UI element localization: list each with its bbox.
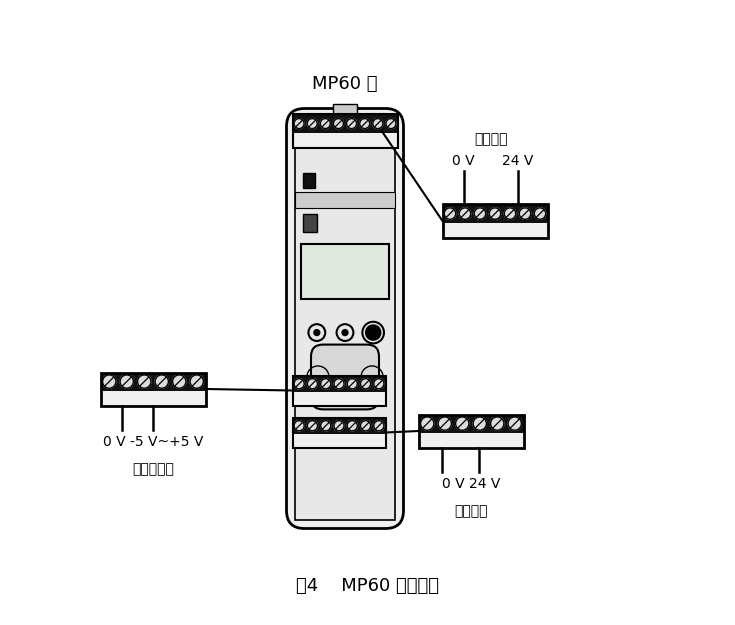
Circle shape <box>294 379 304 389</box>
Bar <box>295 125 395 520</box>
Bar <box>442 204 548 222</box>
Bar <box>293 434 385 447</box>
Bar <box>295 192 395 208</box>
Circle shape <box>314 329 320 336</box>
Circle shape <box>155 375 168 388</box>
Circle shape <box>374 421 384 431</box>
Circle shape <box>320 119 330 129</box>
Text: 0 V -5 V~+5 V: 0 V -5 V~+5 V <box>103 436 203 449</box>
Circle shape <box>473 417 487 430</box>
Bar <box>418 432 523 447</box>
Circle shape <box>307 379 318 389</box>
Text: 输入电压: 输入电压 <box>474 132 508 146</box>
Circle shape <box>444 208 456 219</box>
Text: 图4    MP60 乙的接线: 图4 MP60 乙的接线 <box>296 576 439 594</box>
Circle shape <box>347 119 356 129</box>
Bar <box>333 104 357 114</box>
Circle shape <box>490 417 504 430</box>
Circle shape <box>520 208 531 219</box>
Circle shape <box>320 421 331 431</box>
Circle shape <box>373 119 383 129</box>
Circle shape <box>361 421 370 431</box>
Circle shape <box>365 325 381 340</box>
Circle shape <box>374 379 384 389</box>
Circle shape <box>120 375 133 388</box>
Circle shape <box>508 417 521 430</box>
Bar <box>293 114 398 132</box>
Circle shape <box>320 379 331 389</box>
Circle shape <box>438 417 451 430</box>
Bar <box>418 414 523 432</box>
Circle shape <box>456 417 469 430</box>
Text: 输入电压: 输入电压 <box>454 504 488 519</box>
Circle shape <box>359 119 370 129</box>
FancyBboxPatch shape <box>287 109 404 529</box>
Text: 模拟量输出: 模拟量输出 <box>132 462 174 476</box>
Circle shape <box>294 119 304 129</box>
Bar <box>442 222 548 238</box>
Circle shape <box>190 375 204 388</box>
Circle shape <box>474 208 486 219</box>
Bar <box>293 418 385 447</box>
Circle shape <box>334 119 343 129</box>
Circle shape <box>294 421 304 431</box>
Circle shape <box>504 208 516 219</box>
Bar <box>418 414 523 447</box>
Circle shape <box>137 375 151 388</box>
Text: 24 V: 24 V <box>503 154 534 169</box>
Bar <box>293 132 398 148</box>
Bar <box>101 372 206 391</box>
Circle shape <box>342 329 348 336</box>
FancyBboxPatch shape <box>311 344 379 409</box>
Circle shape <box>103 375 116 388</box>
Circle shape <box>420 417 434 430</box>
Text: 0 V 24 V: 0 V 24 V <box>442 478 501 491</box>
Circle shape <box>490 208 501 219</box>
Text: 0 V: 0 V <box>452 154 475 169</box>
Bar <box>293 114 398 148</box>
Bar <box>293 418 385 434</box>
Bar <box>293 392 385 406</box>
Bar <box>442 204 548 238</box>
Circle shape <box>307 421 318 431</box>
Circle shape <box>361 379 370 389</box>
Circle shape <box>347 421 357 431</box>
Bar <box>301 244 390 299</box>
Bar <box>293 376 385 406</box>
Bar <box>303 214 317 232</box>
Bar <box>101 372 206 406</box>
Circle shape <box>334 379 344 389</box>
Bar <box>293 376 385 392</box>
Circle shape <box>307 119 318 129</box>
Text: MP60 乙: MP60 乙 <box>312 76 378 94</box>
Circle shape <box>347 379 357 389</box>
Bar <box>303 173 315 189</box>
Circle shape <box>334 421 344 431</box>
Circle shape <box>173 375 186 388</box>
Bar <box>101 391 206 406</box>
Circle shape <box>534 208 545 219</box>
Circle shape <box>459 208 470 219</box>
Circle shape <box>386 119 396 129</box>
